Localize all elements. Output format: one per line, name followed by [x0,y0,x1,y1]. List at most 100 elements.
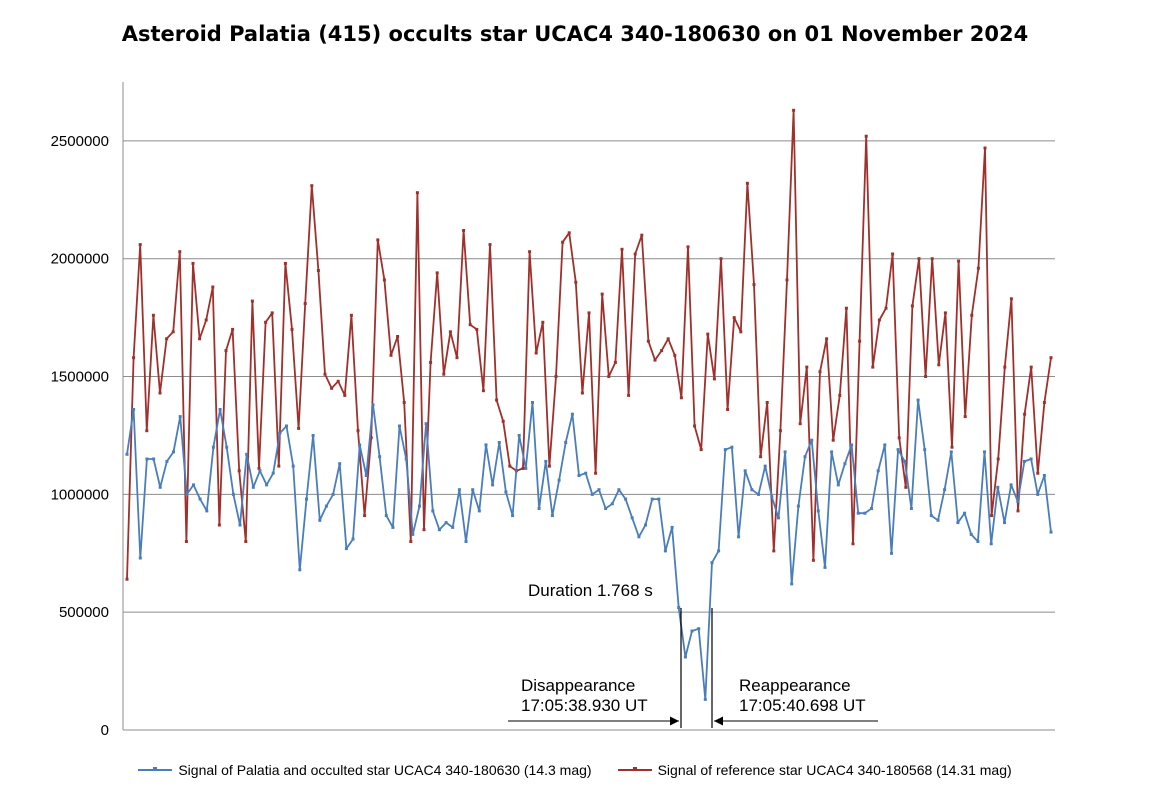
data-point [607,375,611,378]
data-point [646,339,650,343]
data-point [831,438,835,442]
data-point [996,485,1000,489]
data-point [983,450,986,454]
data-point [856,511,860,515]
data-point [389,353,393,357]
data-point [231,492,235,496]
data-point [683,655,687,659]
data-point [517,434,521,437]
series-reference [125,108,1053,581]
data-point [574,280,578,284]
data-point [152,457,156,461]
data-point [508,464,512,468]
data-point [686,245,690,249]
data-point [732,316,736,320]
data-point [896,448,900,452]
data-point [723,448,727,452]
chart-title: Asteroid Palatia (415) occults star UCAC… [121,22,1029,46]
data-point [554,375,558,378]
gridlines [123,140,1055,613]
data-point [710,561,714,565]
data-point [429,360,433,364]
duration-label: Duration 1.768 s [528,581,653,600]
data-point [976,540,980,543]
data-point [699,448,703,452]
data-point [838,393,842,397]
data-point [1016,499,1020,503]
data-point [564,441,568,444]
data-point [1036,471,1040,475]
data-point [324,504,328,508]
data-point [1036,492,1040,496]
data-point [730,445,734,449]
data-point [396,335,400,338]
data-point [211,285,215,289]
data-point [765,401,769,404]
data-point [521,466,525,470]
data-point [818,370,822,374]
data-point [805,365,809,369]
data-point [484,443,488,447]
data-point [165,337,169,341]
data-point [657,497,661,501]
legend-item-palatia: Signal of Palatia and occulted star UCAC… [138,762,592,778]
data-point [792,108,796,112]
data-point [830,450,834,454]
data-point [455,356,459,360]
data-point [231,327,235,331]
data-point [750,488,754,492]
data-point [936,518,940,522]
data-point [909,507,913,510]
data-point [858,339,862,343]
data-point [666,337,670,341]
data-point [398,424,401,428]
data-point [1016,509,1020,513]
data-point [989,542,993,546]
data-point [501,419,505,423]
data-point [158,391,162,395]
data-point [956,521,960,525]
data-point [422,528,426,532]
data-point [1049,530,1053,534]
data-point [192,483,195,487]
data-point [528,250,532,254]
data-point [950,445,954,449]
data-point [1042,474,1046,477]
data-point [910,304,914,308]
data-point [790,582,794,586]
data-point [937,363,941,367]
data-point [796,504,800,508]
data-point [344,547,348,551]
data-point [184,540,188,543]
data-point [323,372,327,376]
data-point [811,558,815,562]
data-point [251,485,255,489]
data-point [577,474,581,477]
data-point [491,483,495,487]
data-point [488,243,492,247]
legend-label-reference: Signal of reference star UCAC4 340-18056… [657,762,1012,778]
legend: Signal of Palatia and occulted star UCAC… [0,762,1150,778]
data-point [976,266,980,270]
data-point [584,471,588,475]
data-point [544,459,548,463]
disappearance-label: Disappearance [521,676,635,695]
data-point [244,540,248,543]
data-point [475,327,479,331]
data-point [617,488,621,492]
data-point [351,537,355,541]
data-point [471,488,475,492]
data-point [703,697,707,701]
data-point [468,323,472,327]
data-point [331,492,335,496]
data-point [537,507,541,510]
data-point [1003,365,1007,369]
data-point [883,443,887,447]
data-point [278,431,282,435]
data-point [534,351,538,355]
data-point [783,450,787,454]
data-point [303,302,307,305]
data-point [587,311,591,315]
data-point [132,408,136,411]
